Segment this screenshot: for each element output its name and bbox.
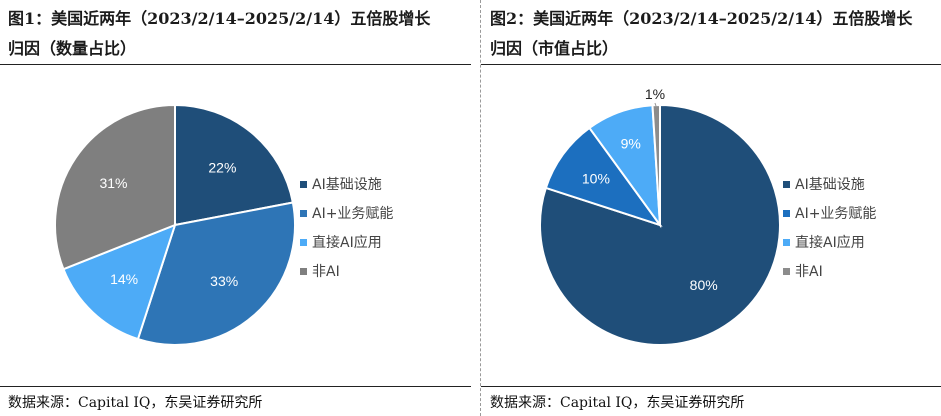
chart-title: 图1：美国近两年（2023/2/14–2025/2/14）五倍股增长 归因（数量…: [8, 4, 463, 64]
legend-label-ai-plus: AI+业务赋能: [795, 206, 876, 222]
chart-panel-market-cap-share: 图2：美国近两年（2023/2/14–2025/2/14）五倍股增长 归因（市值…: [471, 0, 941, 416]
pie-slice-4: [651, 103, 661, 226]
slice-value-label-3: 9%: [621, 136, 641, 152]
legend-label-ai: 非AI: [312, 264, 340, 280]
source-note: 数据来源：Capital IQ，东吴证券研究所: [490, 395, 745, 411]
slice-value-label-4: 1%: [645, 86, 665, 102]
legend-swatch-ai-plus: [300, 210, 307, 217]
legend-swatch-ai: [783, 181, 790, 188]
slice-value-label-3: 14%: [110, 271, 138, 287]
source-divider: [0, 386, 471, 387]
legend-label-ai: AI基础设施: [795, 176, 865, 193]
pie-slice-2: [136, 201, 296, 346]
chart-title-line-2: 归因（市值占比）: [490, 39, 619, 58]
legend-swatch-ai: [300, 181, 307, 188]
source-note: 数据来源：Capital IQ，东吴证券研究所: [8, 395, 263, 411]
chart-title-line-1: 图2：美国近两年（2023/2/14–2025/2/14）五倍股增长: [490, 9, 913, 28]
slice-value-label-1: 22%: [208, 160, 236, 176]
legend-label-ai: 直接AI应用: [312, 234, 382, 251]
slice-value-label-1: 80%: [690, 277, 718, 293]
source-divider: [481, 386, 941, 387]
chart-title-line-2: 归因（数量占比）: [8, 39, 137, 58]
legend-swatch-ai: [300, 268, 307, 275]
legend-swatch-ai: [783, 268, 790, 275]
legend-label-ai-plus: AI+业务赋能: [312, 206, 393, 222]
pie-slice-3: [62, 223, 177, 341]
legend-swatch-ai: [300, 239, 307, 246]
pie-slice-1: [174, 103, 295, 227]
slice-value-label-4: 31%: [99, 175, 127, 191]
panel-separator: [480, 0, 481, 416]
chart-panel-quantity-share: 图1：美国近两年（2023/2/14–2025/2/14）五倍股增长 归因（数量…: [0, 4, 471, 411]
slice-value-label-2: 10%: [582, 170, 610, 186]
legend-label-ai: 直接AI应用: [795, 234, 865, 251]
legend-label-ai: 非AI: [795, 264, 823, 280]
slice-value-label-2: 33%: [210, 273, 238, 289]
title-divider: [0, 64, 471, 65]
chart-title-line-1: 图1：美国近两年（2023/2/14–2025/2/14）五倍股增长: [8, 9, 431, 28]
legend-label-ai: AI基础设施: [312, 176, 382, 193]
pie-slice-4: [54, 103, 176, 271]
legend-swatch-ai-plus: [783, 210, 790, 217]
leader-line: [654, 102, 657, 108]
pie-slice-2: [544, 126, 663, 227]
legend-swatch-ai: [783, 239, 790, 246]
title-divider: [481, 64, 941, 65]
chart-title: 图2：美国近两年（2023/2/14–2025/2/14）五倍股增长 归因（市值…: [490, 4, 941, 64]
